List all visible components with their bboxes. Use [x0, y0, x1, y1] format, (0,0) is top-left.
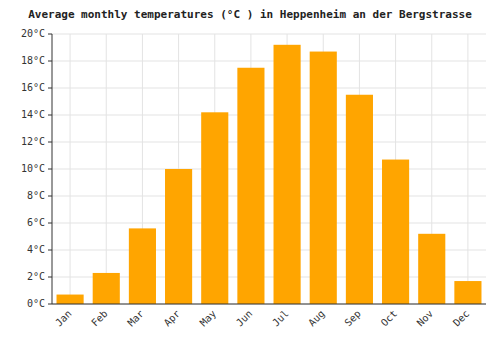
x-tick-label: Jul	[270, 308, 291, 329]
bar	[310, 52, 337, 304]
axes: 0°C 2°C 4°C 6°C 8°C 10°C 12°C 14°C 16°C 18°C 20°C J…	[21, 28, 486, 328]
y-tick-label: 14°C	[21, 109, 45, 120]
bar	[237, 68, 264, 304]
y-tick-label: 8°C	[27, 190, 45, 201]
y-grid-line	[52, 223, 486, 224]
grid	[52, 34, 486, 304]
y-tick-label: 12°C	[21, 136, 45, 147]
bar	[57, 295, 84, 304]
y-grid-line	[52, 115, 486, 116]
x-axis-line	[52, 304, 486, 305]
y-tick	[48, 196, 52, 197]
x-tick-label: Sep	[342, 308, 363, 329]
y-grid-line	[52, 61, 486, 62]
chart: 0°C 2°C 4°C 6°C 8°C 10°C 12°C 14°C 16°C 18°C 20°C J…	[0, 0, 500, 350]
y-tick	[48, 250, 52, 251]
bar	[93, 273, 120, 304]
x-grid-line	[467, 34, 468, 304]
y-tick	[48, 61, 52, 62]
x-tick-label: Jan	[53, 308, 74, 329]
y-tick	[48, 304, 52, 305]
bar	[165, 169, 192, 304]
x-tick-label: Oct	[379, 308, 400, 329]
bar	[201, 112, 228, 304]
y-tick	[48, 169, 52, 170]
y-grid-line	[52, 142, 486, 143]
x-grid-line	[70, 34, 71, 304]
y-grid-line	[52, 88, 486, 89]
y-tick	[48, 223, 52, 224]
x-tick-label: May	[198, 308, 219, 329]
y-tick-label: 4°C	[27, 244, 45, 255]
chart-container: 0°C 2°C 4°C 6°C 8°C 10°C 12°C 14°C 16°C 18°C 20°C J…	[0, 0, 500, 350]
bar	[454, 281, 481, 304]
x-tick-label: Dec	[451, 308, 472, 329]
x-tick-label: Mar	[125, 308, 146, 329]
bar	[274, 45, 301, 304]
y-tick-label: 6°C	[27, 217, 45, 228]
y-tick-label: 0°C	[27, 298, 45, 309]
y-tick-label: 2°C	[27, 271, 45, 282]
x-grid-line	[106, 34, 107, 304]
bar	[382, 160, 409, 304]
y-tick	[48, 142, 52, 143]
x-tick-label: Aug	[306, 308, 327, 329]
y-tick-label: 18°C	[21, 55, 45, 66]
x-tick-label: Nov	[415, 308, 436, 329]
y-tick	[48, 34, 52, 35]
y-tick	[48, 277, 52, 278]
title: Average monthly temperatures (°C ) in He…	[28, 8, 472, 21]
y-grid-line	[52, 34, 486, 35]
bar	[418, 234, 445, 304]
y-tick	[48, 88, 52, 89]
y-grid-line	[52, 169, 486, 170]
y-tick-label: 10°C	[21, 163, 45, 174]
y-grid-line	[52, 304, 486, 305]
y-tick	[48, 115, 52, 116]
x-tick-label: Feb	[89, 308, 110, 329]
x-tick-label: Jun	[234, 308, 255, 329]
bars	[57, 45, 482, 304]
y-tick-label: 16°C	[21, 82, 45, 93]
bar	[346, 95, 373, 304]
y-grid-line	[52, 196, 486, 197]
bar	[129, 228, 156, 304]
x-tick-label: Apr	[162, 308, 183, 329]
y-tick-label: 20°C	[21, 28, 45, 39]
